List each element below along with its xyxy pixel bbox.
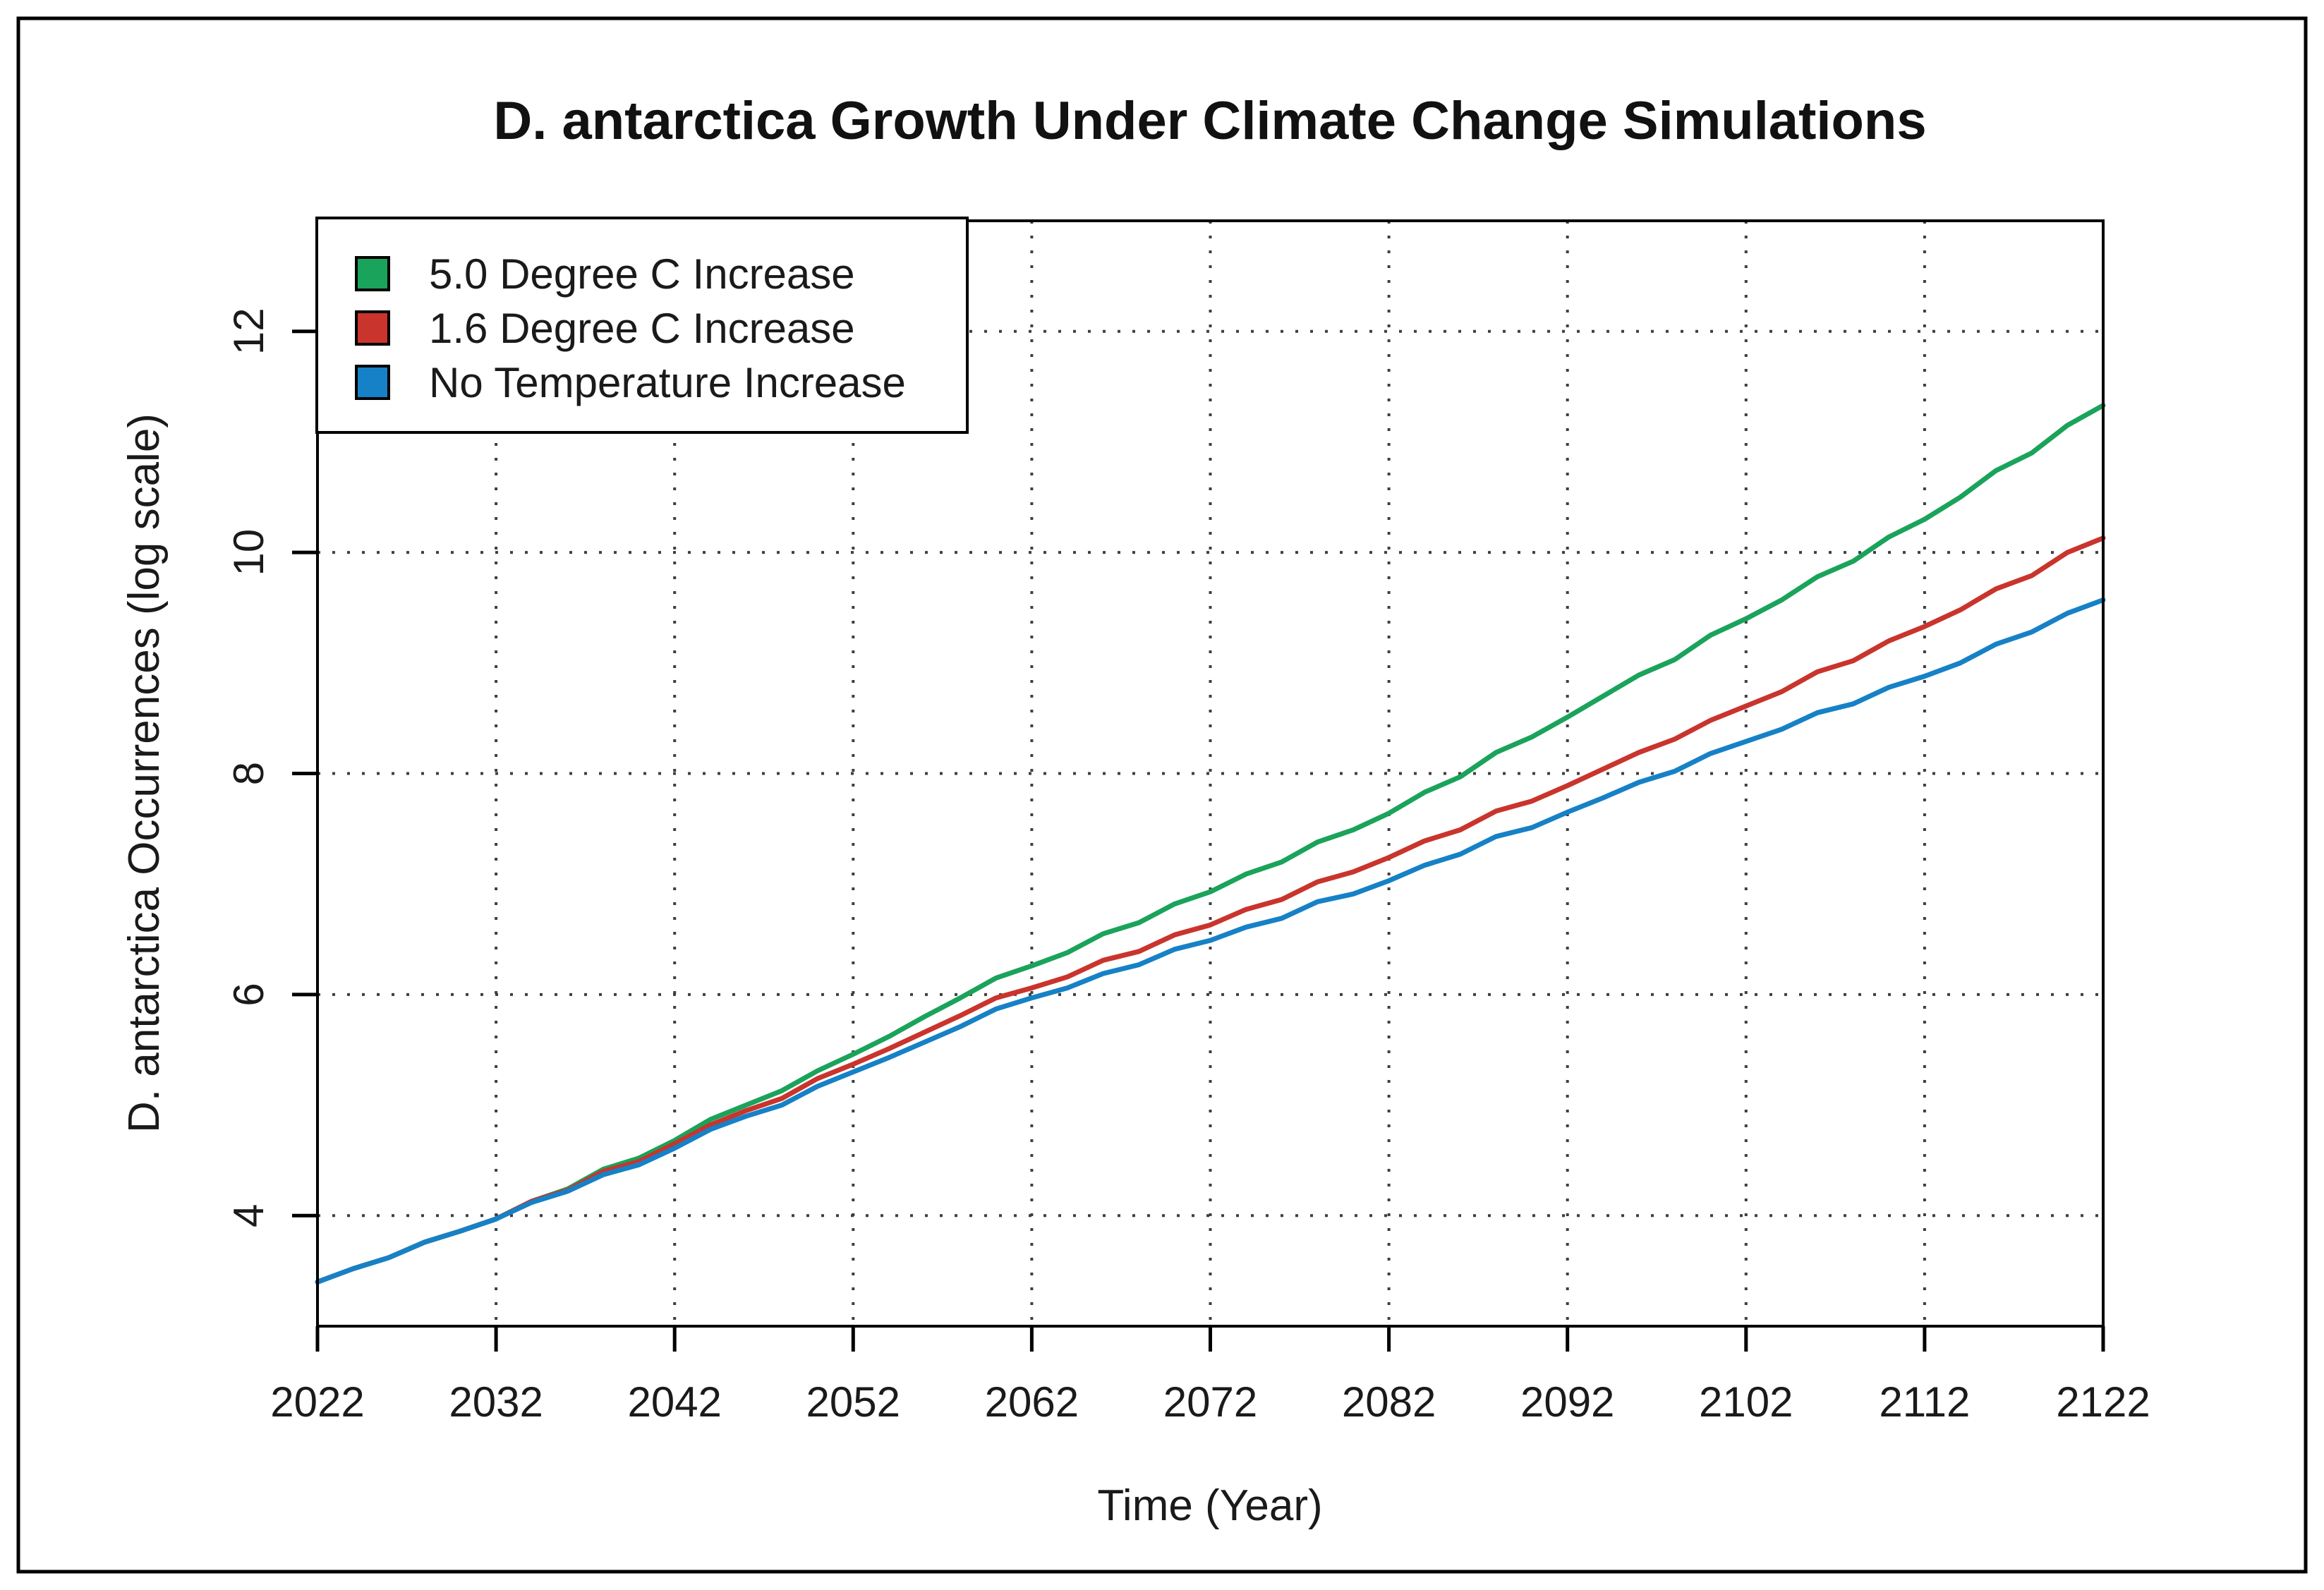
legend-label: No Temperature Increase (429, 359, 906, 406)
legend-item: 1.6 Degree C Increase (355, 305, 855, 352)
chart-title: D. antarctica Growth Under Climate Chang… (493, 91, 1926, 151)
x-axis-title: Time (Year) (1097, 1481, 1322, 1530)
y-tick-label: 10 (225, 529, 272, 576)
series-line-no-temperature-increase (315, 597, 2106, 1285)
x-tick-label: 2112 (1879, 1378, 1970, 1426)
y-tick-label: 8 (225, 762, 272, 785)
series-line-1-6-degree-c-increase (315, 535, 2106, 1285)
legend-item: 5.0 Degree C Increase (355, 250, 855, 298)
legend-label: 1.6 Degree C Increase (429, 305, 855, 352)
legend-item: No Temperature Increase (355, 359, 906, 406)
legend-box (315, 217, 969, 434)
legend: 5.0 Degree C Increase 1.6 Degree C Incre… (315, 217, 969, 434)
x-tick-label: 2042 (627, 1378, 721, 1426)
x-tick-label: 2092 (1520, 1378, 1614, 1426)
legend-swatch-5-degree (355, 256, 390, 291)
y-tick-label: 12 (225, 308, 272, 355)
x-tick-label: 2072 (1163, 1378, 1257, 1426)
y-tick-label: 6 (225, 983, 272, 1006)
y-axis-title: D. antarctica Occurrences (log scale) (120, 413, 169, 1133)
x-tick-label: 2022 (270, 1378, 364, 1426)
x-tick-label: 2122 (2056, 1378, 2150, 1426)
x-tick-label: 2052 (806, 1378, 900, 1426)
legend-label: 5.0 Degree C Increase (429, 250, 855, 298)
x-tick-label: 2062 (985, 1378, 1079, 1426)
figure-frame (16, 16, 2308, 1574)
legend-swatch-1-6-degree (355, 310, 390, 346)
series-layer (315, 403, 2106, 1285)
axes-layer: 2022 2032 2042 2052 2062 2072 2082 2092 2102 2112… (225, 219, 2150, 1426)
legend-swatch-no-increase (355, 365, 390, 400)
y-tick-label: 4 (225, 1204, 272, 1227)
x-tick-label: 2082 (1342, 1378, 1436, 1426)
x-tick-label: 2102 (1699, 1378, 1793, 1426)
x-tick-label: 2032 (449, 1378, 543, 1426)
